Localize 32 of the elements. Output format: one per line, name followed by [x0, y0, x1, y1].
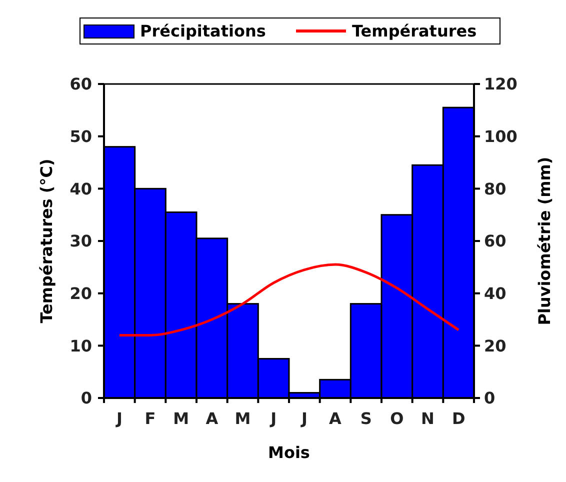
- x-tick-label: M: [234, 409, 251, 428]
- line-series: [118, 263, 460, 336]
- x-tick-label: S: [360, 409, 372, 428]
- legend-label: Précipitations: [140, 22, 266, 41]
- x-tick-label: O: [390, 409, 404, 428]
- x-tick-label: J: [270, 409, 277, 428]
- x-tick-label: F: [144, 409, 156, 428]
- y2-tick-label: 60: [484, 232, 506, 251]
- y-tick-label: 60: [70, 74, 92, 94]
- x-tick-label: A: [329, 409, 342, 428]
- y2-tick-label: 100: [484, 126, 518, 146]
- x-tick-label: D: [452, 409, 466, 428]
- y2-tick-label: 20: [484, 336, 506, 356]
- y-tick-label: 20: [70, 284, 92, 303]
- y2-tick-label: 0: [484, 388, 496, 408]
- y2-tick-label: 80: [484, 179, 506, 198]
- x-tick-label: M: [173, 409, 190, 428]
- x-axis-title: Mois: [268, 443, 310, 462]
- x-tick-label: J: [300, 409, 308, 428]
- y2-tick-label: 120: [484, 74, 518, 94]
- y-tick-label: 0: [80, 388, 92, 408]
- y2-tick-label: 40: [484, 284, 506, 303]
- y-tick-label: 50: [70, 126, 92, 146]
- x-tick-label: A: [206, 409, 219, 428]
- y-tick-label: 10: [70, 336, 92, 356]
- y-tick-label: 40: [70, 179, 92, 198]
- legend-label: Températures: [352, 22, 477, 41]
- x-tick-label: J: [115, 409, 122, 428]
- y2-axis-title: Pluviométrie (mm): [535, 156, 554, 326]
- y-tick-label: 30: [70, 232, 92, 251]
- x-tick-label: N: [421, 409, 434, 428]
- y-axis-title: Températures (°C): [37, 158, 56, 324]
